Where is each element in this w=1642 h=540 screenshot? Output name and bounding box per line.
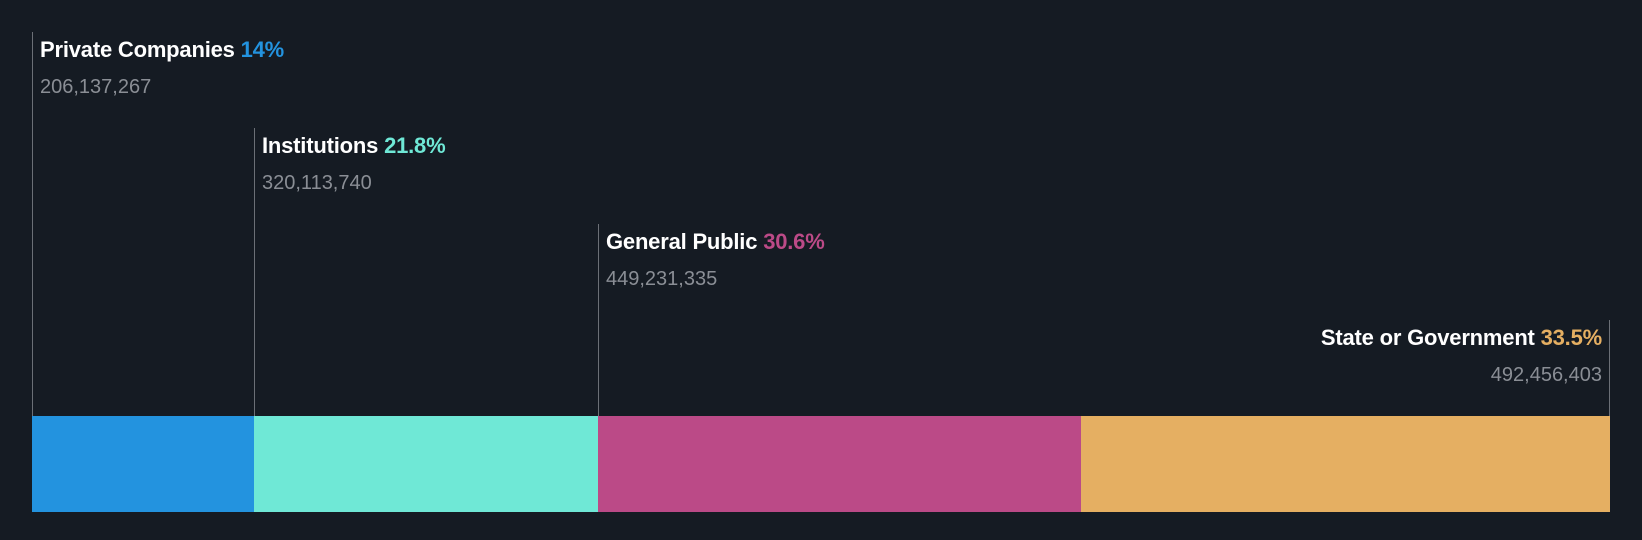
- bar-segment-state-government: [1081, 416, 1610, 512]
- bar-segment-private-companies: [32, 416, 254, 512]
- segment-title: Institutions 21.8%: [262, 133, 446, 159]
- segment-shares: 320,113,740: [262, 172, 372, 194]
- label-general-public: General Public 30.6% 449,231,335: [606, 229, 825, 291]
- label-institutions: Institutions 21.8% 320,113,740: [262, 133, 446, 195]
- segment-shares: 449,231,335: [606, 268, 718, 290]
- leader-line-institutions: [254, 128, 255, 416]
- segment-percent: 14%: [240, 37, 285, 62]
- label-state-government: State or Government 33.5% 492,456,403: [1321, 325, 1602, 387]
- bar-segment-general-public: [598, 416, 1081, 512]
- segment-shares: 492,456,403: [1490, 364, 1602, 386]
- segment-name: General Public: [606, 229, 758, 254]
- label-private-companies: Private Companies 14% 206,137,267: [40, 37, 284, 99]
- segment-title: State or Government 33.5%: [1321, 325, 1602, 351]
- bar-segment-institutions: [254, 416, 598, 512]
- segment-percent: 21.8%: [384, 133, 446, 158]
- segment-title: Private Companies 14%: [40, 37, 284, 63]
- leader-line-general-public: [598, 224, 599, 416]
- segment-name: Private Companies: [40, 37, 235, 62]
- segment-percent: 30.6%: [763, 229, 825, 254]
- leader-line-private-companies: [32, 32, 33, 416]
- leader-line-state-government: [1609, 320, 1610, 416]
- segment-percent: 33.5%: [1540, 325, 1603, 350]
- segment-name: State or Government: [1320, 325, 1535, 350]
- segment-shares: 206,137,267: [40, 76, 152, 98]
- segment-title: General Public 30.6%: [606, 229, 825, 255]
- segment-name: Institutions: [262, 133, 379, 158]
